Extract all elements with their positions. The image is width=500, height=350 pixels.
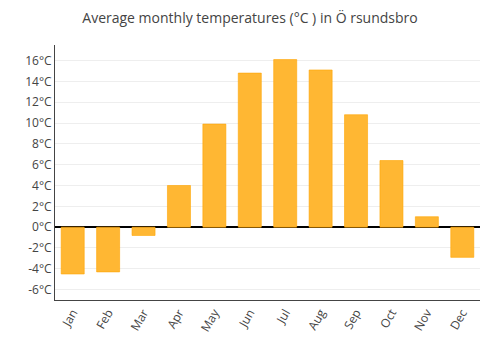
svg-text:Dec: Dec [446, 306, 471, 333]
svg-text:Sep: Sep [340, 306, 365, 332]
svg-text:Apr: Apr [163, 306, 188, 332]
svg-text:6°C: 6°C [32, 156, 52, 173]
svg-text:10°C: 10°C [25, 114, 52, 131]
svg-text:0°C: 0°C [32, 218, 52, 235]
svg-text:Aug: Aug [304, 305, 330, 333]
svg-text:Jan: Jan [58, 306, 82, 330]
svg-text:-2°C: -2°C [28, 239, 52, 256]
svg-text:Jul: Jul [272, 306, 294, 327]
svg-text:12°C: 12°C [25, 93, 52, 110]
svg-text:Nov: Nov [410, 306, 436, 334]
svg-text:Jun: Jun [234, 306, 258, 331]
svg-text:2°C: 2°C [32, 198, 52, 215]
svg-text:Mar: Mar [126, 306, 152, 334]
svg-text:Average monthly temperatures (: Average monthly temperatures (°C ) in Ö … [82, 8, 417, 27]
svg-text:8°C: 8°C [32, 135, 52, 152]
svg-text:4°C: 4°C [32, 177, 52, 194]
svg-text:14°C: 14°C [25, 73, 52, 90]
svg-text:Oct: Oct [376, 306, 400, 331]
svg-text:-4°C: -4°C [28, 260, 52, 277]
svg-text:16°C: 16°C [25, 52, 52, 69]
svg-text:Feb: Feb [92, 306, 117, 332]
svg-text:-6°C: -6°C [28, 281, 52, 298]
svg-text:May: May [197, 305, 224, 335]
